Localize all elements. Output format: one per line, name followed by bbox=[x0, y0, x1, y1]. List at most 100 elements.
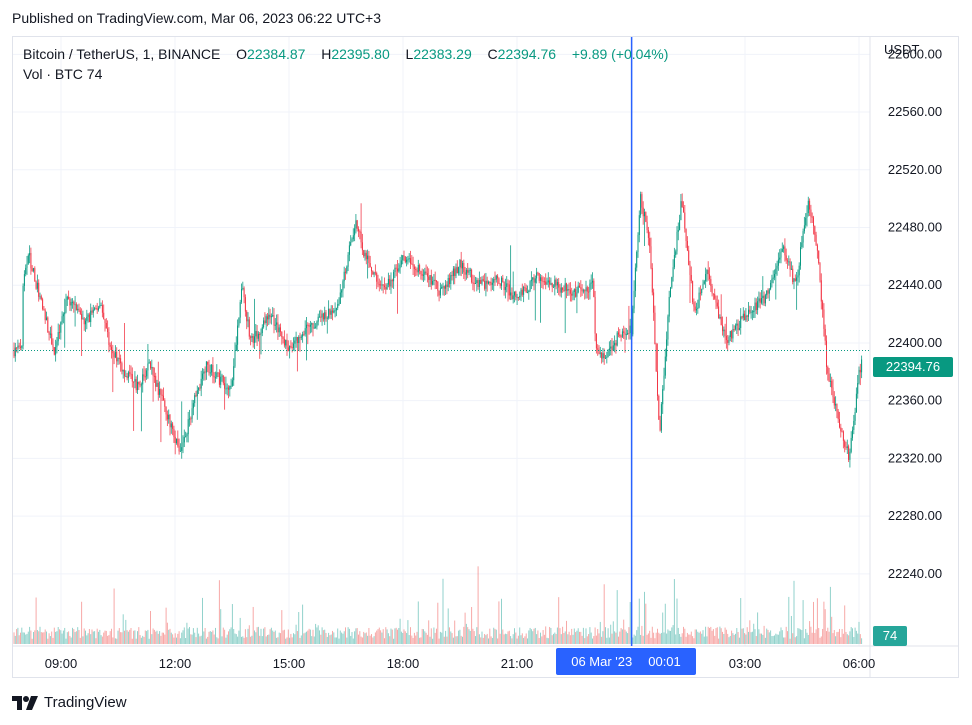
tradingview-logo-icon bbox=[12, 695, 38, 710]
candle-body bbox=[801, 242, 803, 248]
volume-bar bbox=[173, 637, 175, 644]
candle-body bbox=[813, 217, 814, 227]
candle-body bbox=[627, 333, 629, 335]
candle-body bbox=[83, 318, 85, 325]
volume-bar bbox=[462, 636, 463, 644]
volume-bar bbox=[235, 634, 237, 644]
candle-body bbox=[213, 376, 215, 378]
candle-body bbox=[191, 408, 193, 419]
volume-bar bbox=[586, 636, 588, 644]
candle-body bbox=[512, 295, 514, 300]
candle-body bbox=[278, 327, 280, 333]
candle-body bbox=[382, 284, 384, 286]
volume-bar bbox=[194, 632, 196, 644]
candle-body bbox=[423, 274, 424, 276]
candle-body bbox=[116, 351, 118, 362]
volume-bar bbox=[419, 637, 421, 644]
volume-bar bbox=[179, 638, 181, 644]
volume-bar bbox=[282, 630, 284, 644]
candle-body bbox=[64, 312, 66, 315]
volume-bar bbox=[86, 635, 88, 644]
volume-bar bbox=[728, 637, 730, 644]
candle-body bbox=[347, 254, 349, 267]
candle-body bbox=[658, 395, 660, 420]
volume-bar bbox=[287, 629, 289, 644]
volume-bar bbox=[426, 634, 428, 644]
candle-body bbox=[456, 267, 458, 274]
volume-bar bbox=[213, 634, 215, 644]
candle-body bbox=[615, 342, 617, 346]
volume-bar bbox=[70, 637, 72, 644]
volume-bar bbox=[237, 636, 239, 644]
volume-bar bbox=[304, 632, 306, 644]
volume-bar bbox=[686, 632, 688, 644]
volume-bar bbox=[819, 637, 821, 644]
candle-body bbox=[559, 287, 561, 293]
candle-body bbox=[226, 387, 228, 389]
volume-bar bbox=[291, 637, 293, 644]
candle-body bbox=[198, 387, 200, 391]
candle-body bbox=[118, 358, 120, 360]
volume-bar bbox=[839, 628, 840, 644]
candle-body bbox=[298, 337, 300, 344]
candle-body bbox=[590, 282, 592, 284]
volume-bar bbox=[436, 628, 437, 644]
volume-bar bbox=[277, 637, 279, 644]
crosshair-date: 06 Mar '23 bbox=[571, 654, 633, 669]
volume-bar bbox=[768, 632, 770, 644]
volume-bar bbox=[273, 631, 275, 644]
candle-body bbox=[683, 207, 684, 213]
candle-body bbox=[736, 323, 738, 326]
candle-body bbox=[176, 438, 177, 443]
candle-body bbox=[77, 308, 79, 311]
candle-body bbox=[711, 285, 713, 294]
volume-bar bbox=[263, 628, 265, 644]
candle-body bbox=[381, 284, 383, 286]
candle-body bbox=[551, 283, 553, 288]
candle-body bbox=[638, 215, 640, 235]
candle-body bbox=[542, 281, 544, 283]
candle-body bbox=[793, 278, 795, 283]
volume-bar bbox=[364, 633, 366, 644]
candle-body bbox=[593, 280, 595, 297]
candle-body bbox=[378, 284, 380, 286]
volume-bar bbox=[83, 628, 85, 644]
candle-body bbox=[519, 296, 521, 298]
volume-bar bbox=[77, 627, 79, 644]
candle-body bbox=[225, 388, 227, 390]
volume-bar bbox=[164, 634, 166, 644]
candle-body bbox=[334, 310, 336, 312]
candle-body bbox=[261, 327, 263, 334]
candle-body bbox=[462, 263, 463, 269]
candle-body bbox=[169, 414, 171, 428]
candle-body bbox=[195, 395, 197, 397]
candle-body bbox=[254, 336, 255, 343]
volume-bar bbox=[398, 628, 400, 644]
symbol-legend[interactable]: Bitcoin / TetherUS, 1, BINANCE O22384.87… bbox=[23, 44, 668, 64]
candle-body bbox=[741, 316, 743, 318]
candle-body bbox=[276, 322, 278, 325]
volume-bar bbox=[605, 627, 606, 644]
volume-bar bbox=[351, 632, 353, 644]
volume-bar bbox=[13, 632, 15, 644]
tradingview-logo[interactable]: TradingView bbox=[12, 694, 127, 711]
candle-body bbox=[257, 333, 259, 339]
volume-bar bbox=[471, 607, 473, 644]
candle-body bbox=[286, 339, 288, 348]
volume-bar bbox=[161, 632, 163, 644]
volume-bar bbox=[341, 632, 343, 644]
currency-label[interactable]: USDT bbox=[884, 42, 920, 57]
chart-frame[interactable] bbox=[12, 36, 959, 678]
candle-body bbox=[109, 344, 111, 347]
volume-bar bbox=[533, 628, 535, 644]
candle-body bbox=[29, 252, 31, 256]
volume-legend[interactable]: Vol · BTC 74 bbox=[23, 64, 102, 84]
candle-body bbox=[113, 353, 115, 358]
candle-body bbox=[607, 350, 609, 357]
candle-body bbox=[302, 334, 304, 337]
volume-bar bbox=[107, 635, 109, 644]
candle-body bbox=[125, 376, 127, 378]
volume-bar bbox=[118, 628, 120, 644]
symbol-title[interactable]: Bitcoin / TetherUS, 1, BINANCE bbox=[23, 46, 221, 62]
